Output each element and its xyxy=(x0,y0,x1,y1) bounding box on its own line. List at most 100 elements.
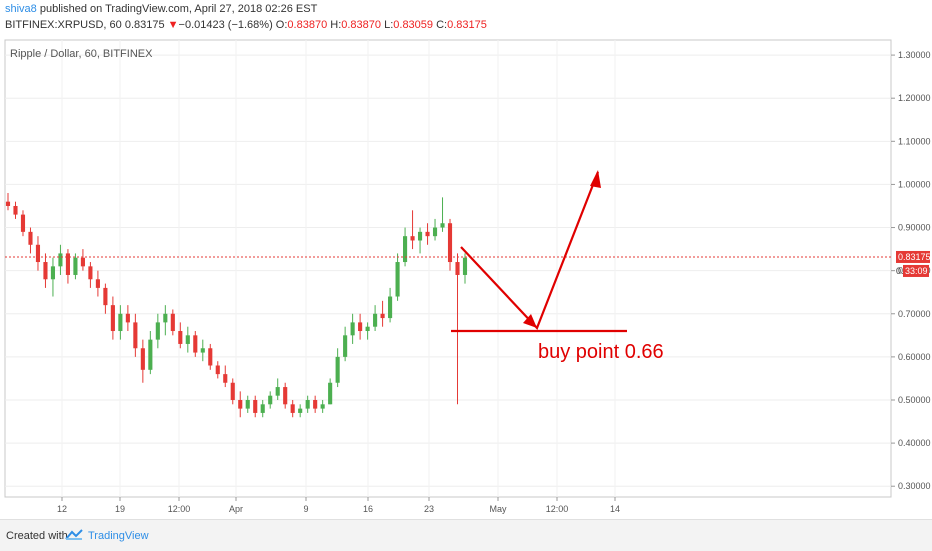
x-tick-label: 19 xyxy=(115,504,125,514)
candle-body xyxy=(185,335,190,344)
candle-body xyxy=(35,244,41,263)
candle-body xyxy=(178,331,183,344)
candle-body xyxy=(290,404,295,413)
candle-body xyxy=(13,205,18,215)
candle-body xyxy=(447,223,453,263)
candle-body xyxy=(50,266,56,280)
candle-body xyxy=(28,231,33,245)
y-tick-label: 0.60000 xyxy=(898,352,931,362)
x-axis: 12 19 12:00 Apr 9 16 23 May 12:00 14 xyxy=(57,497,620,514)
candle-body xyxy=(223,374,228,383)
close-value: 0.83175 xyxy=(447,19,487,31)
y-tick-label: 0.40000 xyxy=(898,438,931,448)
candle-body xyxy=(5,201,11,206)
candle-body xyxy=(283,387,288,405)
plot-area[interactable] xyxy=(4,39,892,498)
candle-body xyxy=(58,253,63,267)
price-chart[interactable]: 1.300001.200001.100001.000000.900000.800… xyxy=(0,0,932,519)
high-label: H: xyxy=(330,19,342,31)
candle-body xyxy=(110,305,115,332)
candle-body xyxy=(88,266,93,280)
candle-body xyxy=(365,326,370,332)
candle-body xyxy=(380,313,385,319)
x-tick-label: 12:00 xyxy=(546,504,569,514)
candle-body xyxy=(200,348,205,353)
candle-body xyxy=(163,313,168,323)
candle-body xyxy=(193,335,198,353)
x-tick-label: 9 xyxy=(303,504,308,514)
open-label: O: xyxy=(275,19,288,31)
candle-body xyxy=(425,231,430,237)
publish-info: shiva8 published on TradingView.com, Apr… xyxy=(5,3,317,15)
candle-body xyxy=(410,236,415,241)
y-tick-label: 0.70000 xyxy=(898,309,931,319)
last-price: 0.83175 xyxy=(124,19,165,31)
candle-body xyxy=(320,404,325,409)
x-tick-label: 23 xyxy=(424,504,434,514)
candle-body xyxy=(238,399,243,409)
candle-body xyxy=(133,322,138,349)
x-tick-label: Apr xyxy=(229,504,243,514)
footer: Created with TradingView xyxy=(0,519,932,551)
candle-body xyxy=(358,322,363,332)
candle-body xyxy=(373,313,378,327)
chart-grid xyxy=(5,40,891,497)
low-value: 0.83059 xyxy=(393,19,434,31)
price-tag: 0.83175 0. 33:09 xyxy=(896,250,931,277)
candle-body xyxy=(43,262,48,280)
candles xyxy=(5,193,468,418)
candle-body xyxy=(305,399,310,409)
candle-body xyxy=(462,257,468,275)
candle-body xyxy=(140,348,145,370)
y-tick-label: 0.30000 xyxy=(898,481,931,491)
tradingview-logo-icon[interactable] xyxy=(65,529,83,541)
chart-title: Ripple / Dollar, 60, BITFINEX xyxy=(10,48,153,60)
low-label: L: xyxy=(384,19,394,31)
candle-body xyxy=(388,296,393,319)
candle-body xyxy=(208,348,213,366)
open-value: 0.83870 xyxy=(287,19,328,31)
annotations: buy point 0.66 xyxy=(451,170,664,363)
up-arrow-head-icon xyxy=(590,170,601,188)
x-tick-label: 14 xyxy=(610,504,620,514)
candle-body xyxy=(455,262,460,275)
published-text: published on TradingView.com, April 27, … xyxy=(39,3,318,15)
candle-body xyxy=(260,404,265,413)
candle-body xyxy=(103,287,108,306)
change-value: −0.01423 (−1.68%) xyxy=(178,19,273,31)
candle-body xyxy=(403,236,408,263)
candle-body xyxy=(215,365,220,375)
buy-point-label: buy point 0.66 xyxy=(538,341,664,363)
symbol-label: BITFINEX:XRPUSD, 60 xyxy=(5,19,122,31)
candle-body xyxy=(253,399,258,413)
candle-body xyxy=(417,231,423,241)
high-value: 0.83870 xyxy=(341,19,382,31)
candle-body xyxy=(125,313,130,323)
candle-body xyxy=(335,356,340,383)
candle-body xyxy=(148,339,153,370)
y-tick-label: 1.20000 xyxy=(898,93,931,103)
candle-body xyxy=(313,399,318,409)
y-tick-label: 0.50000 xyxy=(898,395,931,405)
candle-body xyxy=(328,382,333,405)
y-tick-label: 1.10000 xyxy=(898,136,931,146)
change-down-icon: ▼ xyxy=(167,19,179,31)
x-tick-label: 12 xyxy=(57,504,67,514)
tradingview-brand-link[interactable]: TradingView xyxy=(88,530,149,542)
x-tick-label: May xyxy=(489,504,507,514)
countdown-prefix: 0. xyxy=(896,266,904,276)
ohlc-header: BITFINEX:XRPUSD, 60 0.83175 ▼−0.01423 (−… xyxy=(5,19,487,31)
candle-body xyxy=(230,382,235,400)
candle-body xyxy=(95,279,100,288)
price-tag-text: 0.83175 xyxy=(898,252,931,262)
price-tag-bg xyxy=(896,250,930,263)
candle-body xyxy=(245,399,250,409)
candle-body xyxy=(73,257,78,275)
candle-body xyxy=(350,322,355,336)
candle-body xyxy=(20,214,26,232)
candle-body xyxy=(65,253,70,275)
candle-body xyxy=(298,408,303,413)
candle-body xyxy=(440,223,445,228)
y-tick-label: 0.90000 xyxy=(898,223,931,233)
author-link[interactable]: shiva8 xyxy=(5,3,37,15)
